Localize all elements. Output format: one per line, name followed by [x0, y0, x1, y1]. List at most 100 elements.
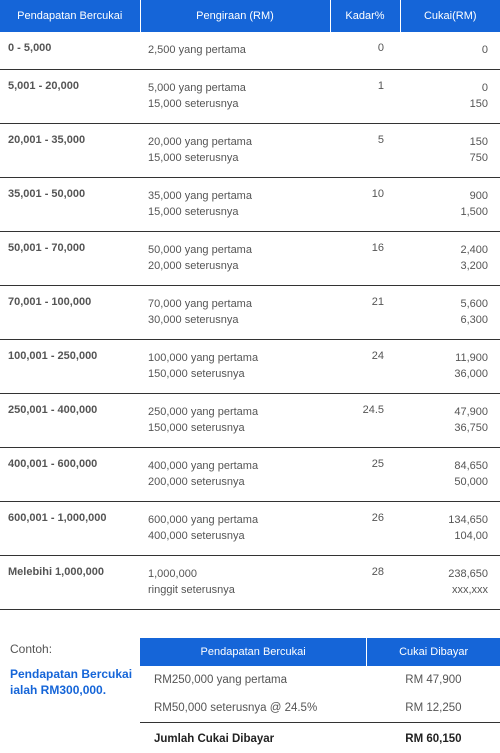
tax-line: 11,900	[408, 350, 488, 367]
example-cell-desc: RM50,000 seterusnya @ 24.5%	[140, 694, 367, 723]
example-total-val: RM 60,150	[367, 722, 500, 753]
tax-line: 900	[408, 188, 488, 205]
tax-line: 50,000	[408, 474, 488, 491]
cell-calc: 400,000 yang pertama200,000 seterusnya	[140, 447, 330, 501]
table-row: 5,001 - 20,000 5,000 yang pertama15,000 s…	[0, 69, 500, 123]
tax-line: 150	[408, 134, 488, 151]
cell-tax: 5,6006,300	[400, 285, 500, 339]
example-total-desc: Jumlah Cukai Dibayar	[140, 722, 367, 753]
header-tax: Cukai(RM)	[400, 0, 500, 32]
table-row: 400,001 - 600,000400,000 yang pertama200…	[0, 447, 500, 501]
cell-rate: 1	[330, 69, 400, 123]
calc-line: 35,000 yang pertama	[148, 188, 322, 205]
tax-line: 238,650	[408, 566, 488, 583]
tax-line: 750	[408, 150, 488, 167]
table-row: 0 - 5,0002,500 yang pertama00	[0, 32, 500, 69]
tax-line: 2,400	[408, 242, 488, 259]
cell-rate: 10	[330, 177, 400, 231]
calc-line: 2,500 yang pertama	[148, 42, 322, 59]
tax-line: 134,650	[408, 512, 488, 529]
header-calc: Pengiraan (RM)	[140, 0, 330, 32]
calc-line: 400,000 seterusnya	[148, 528, 322, 545]
calc-line: 15,000 seterusnya	[148, 150, 322, 167]
cell-rate: 26	[330, 501, 400, 555]
calc-line: 250,000 yang pertama	[148, 404, 322, 421]
tax-line: xxx,xxx	[408, 582, 488, 599]
tax-line: 36,750	[408, 420, 488, 437]
calc-line: 200,000 seterusnya	[148, 474, 322, 491]
table-row: 70,001 - 100,00070,000 yang pertama30,00…	[0, 285, 500, 339]
example-label: Contoh:	[10, 642, 140, 656]
example-highlight: Pendapatan Bercukai ialah RM300,000.	[10, 666, 140, 700]
example-header-desc: Pendapatan Bercukai	[140, 638, 367, 666]
calc-line: 50,000 yang pertama	[148, 242, 322, 259]
cell-tax: 47,90036,750	[400, 393, 500, 447]
calc-line: 400,000 yang pertama	[148, 458, 322, 475]
calc-line: 15,000 seterusnya	[148, 204, 322, 221]
cell-tax: 0150	[400, 69, 500, 123]
cell-range: Melebihi 1,000,000	[0, 555, 140, 609]
cell-rate: 25	[330, 447, 400, 501]
cell-tax: 2,4003,200	[400, 231, 500, 285]
cell-calc: 20,000 yang pertama15,000 seterusnya	[140, 123, 330, 177]
calc-line: 600,000 yang pertama	[148, 512, 322, 529]
tax-line: 1,500	[408, 204, 488, 221]
cell-range: 0 - 5,000	[0, 32, 140, 69]
cell-range: 5,001 - 20,000	[0, 69, 140, 123]
example-cell-val: RM 12,250	[367, 694, 500, 723]
table-row: 600,001 - 1,000,000600,000 yang pertama4…	[0, 501, 500, 555]
tax-rate-table: Pendapatan Bercukai Pengiraan (RM) Kadar…	[0, 0, 500, 610]
cell-tax: 238,650xxx,xxx	[400, 555, 500, 609]
cell-range: 35,001 - 50,000	[0, 177, 140, 231]
example-row: RM250,000 yang pertamaRM 47,900	[140, 666, 500, 694]
table-row: 35,001 - 50,00035,000 yang pertama15,000…	[0, 177, 500, 231]
calc-line: 30,000 seterusnya	[148, 312, 322, 329]
cell-tax: 9001,500	[400, 177, 500, 231]
header-rate: Kadar%	[330, 0, 400, 32]
cell-range: 400,001 - 600,000	[0, 447, 140, 501]
tax-line: 47,900	[408, 404, 488, 421]
cell-calc: 2,500 yang pertama	[140, 32, 330, 69]
cell-calc: 70,000 yang pertama30,000 seterusnya	[140, 285, 330, 339]
cell-calc: 35,000 yang pertama15,000 seterusnya	[140, 177, 330, 231]
example-cell-desc: RM250,000 yang pertama	[140, 666, 367, 694]
tax-line: 5,600	[408, 296, 488, 313]
cell-rate: 24.5	[330, 393, 400, 447]
cell-calc: 600,000 yang pertama400,000 seterusnya	[140, 501, 330, 555]
cell-rate: 24	[330, 339, 400, 393]
tax-line: 36,000	[408, 366, 488, 383]
table-row: 100,001 - 250,000100,000 yang pertama150…	[0, 339, 500, 393]
cell-range: 70,001 - 100,000	[0, 285, 140, 339]
example-cell-val: RM 47,900	[367, 666, 500, 694]
cell-tax: 84,65050,000	[400, 447, 500, 501]
cell-rate: 28	[330, 555, 400, 609]
calc-line: 15,000 seterusnya	[148, 96, 322, 113]
example-header-paid: Cukai Dibayar	[367, 638, 500, 666]
table-row: 20,001 - 35,00020,000 yang pertama15,000…	[0, 123, 500, 177]
tax-line: 84,650	[408, 458, 488, 475]
table-row: Melebihi 1,000,0001,000,000ringgit seter…	[0, 555, 500, 609]
cell-rate: 16	[330, 231, 400, 285]
cell-range: 250,001 - 400,000	[0, 393, 140, 447]
tax-line: 104,00	[408, 528, 488, 545]
header-income: Pendapatan Bercukai	[0, 0, 140, 32]
example-section: Contoh: Pendapatan Bercukai ialah RM300,…	[0, 638, 500, 753]
cell-range: 100,001 - 250,000	[0, 339, 140, 393]
cell-calc: 1,000,000ringgit seterusnya	[140, 555, 330, 609]
example-total-row: Jumlah Cukai DibayarRM 60,150	[140, 722, 500, 753]
calc-line: 70,000 yang pertama	[148, 296, 322, 313]
cell-tax: 0	[400, 32, 500, 69]
calc-line: ringgit seterusnya	[148, 582, 322, 599]
calc-line: 5,000 yang pertama	[148, 80, 322, 97]
table-row: 250,001 - 400,000250,000 yang pertama150…	[0, 393, 500, 447]
cell-range: 600,001 - 1,000,000	[0, 501, 140, 555]
calc-line: 100,000 yang pertama	[148, 350, 322, 367]
cell-range: 20,001 - 35,000	[0, 123, 140, 177]
tax-line: 0	[408, 80, 488, 97]
example-row: RM50,000 seterusnya @ 24.5%RM 12,250	[140, 694, 500, 723]
calc-line: 20,000 yang pertama	[148, 134, 322, 151]
cell-rate: 5	[330, 123, 400, 177]
cell-calc: 250,000 yang pertama150,000 seterusnya	[140, 393, 330, 447]
cell-tax: 11,90036,000	[400, 339, 500, 393]
tax-line: 6,300	[408, 312, 488, 329]
